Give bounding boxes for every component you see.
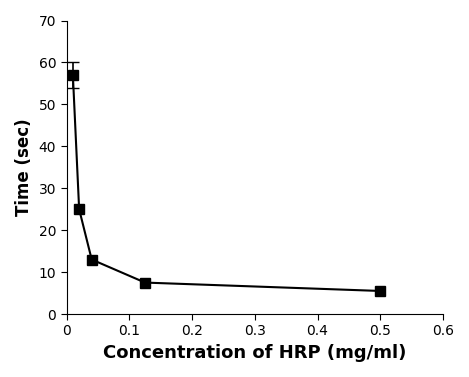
Y-axis label: Time (sec): Time (sec) (15, 118, 33, 216)
X-axis label: Concentration of HRP (mg/ml): Concentration of HRP (mg/ml) (103, 344, 407, 362)
